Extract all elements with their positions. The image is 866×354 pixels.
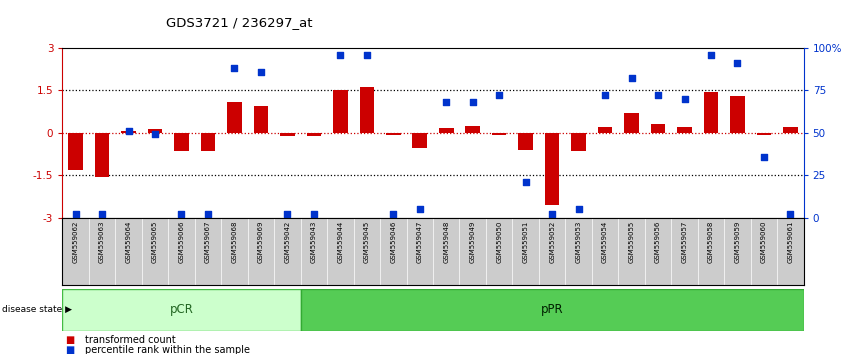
- Point: [360, 52, 374, 57]
- Point: [757, 154, 771, 159]
- Text: GSM559043: GSM559043: [311, 221, 317, 263]
- Point: [677, 96, 691, 102]
- Bar: [280, 133, 294, 136]
- Bar: [572, 133, 586, 151]
- Text: GSM559055: GSM559055: [629, 221, 635, 263]
- Point: [704, 52, 718, 57]
- Text: GSM559051: GSM559051: [523, 221, 528, 263]
- Bar: [254, 106, 268, 133]
- Text: GSM559063: GSM559063: [99, 221, 105, 263]
- Bar: [492, 133, 507, 135]
- Point: [307, 211, 320, 217]
- Bar: [68, 133, 83, 170]
- Point: [121, 128, 135, 134]
- Bar: [677, 127, 692, 133]
- Point: [492, 92, 506, 98]
- Text: GSM559064: GSM559064: [126, 221, 132, 263]
- Text: GSM559042: GSM559042: [284, 221, 290, 263]
- Text: GSM559066: GSM559066: [178, 221, 184, 263]
- Text: GSM559057: GSM559057: [682, 221, 688, 263]
- Point: [68, 211, 82, 217]
- Text: GSM559062: GSM559062: [73, 221, 79, 263]
- Bar: [439, 128, 454, 133]
- Text: GSM559067: GSM559067: [205, 221, 211, 263]
- Text: GSM559056: GSM559056: [655, 221, 661, 263]
- Text: GSM559044: GSM559044: [338, 221, 343, 263]
- Point: [148, 132, 162, 137]
- Text: GDS3721 / 236297_at: GDS3721 / 236297_at: [166, 16, 313, 29]
- Text: GSM559065: GSM559065: [152, 221, 158, 263]
- Point: [228, 65, 242, 71]
- Bar: [201, 133, 216, 151]
- Bar: [386, 133, 401, 135]
- Text: transformed count: transformed count: [85, 335, 176, 345]
- Point: [95, 211, 109, 217]
- Text: GSM559050: GSM559050: [496, 221, 502, 263]
- Bar: [650, 124, 665, 133]
- Text: GSM559049: GSM559049: [469, 221, 475, 263]
- Text: GSM559069: GSM559069: [258, 221, 264, 263]
- Point: [651, 92, 665, 98]
- Text: GSM559058: GSM559058: [708, 221, 714, 263]
- Bar: [545, 133, 559, 205]
- Point: [784, 211, 798, 217]
- Point: [519, 179, 533, 185]
- Bar: [121, 131, 136, 133]
- Text: GSM559047: GSM559047: [417, 221, 423, 263]
- Point: [572, 206, 585, 212]
- Bar: [359, 87, 374, 133]
- Point: [731, 60, 745, 66]
- Point: [413, 206, 427, 212]
- Bar: [333, 90, 347, 133]
- Text: GSM559068: GSM559068: [231, 221, 237, 263]
- Text: disease state ▶: disease state ▶: [2, 305, 72, 314]
- Text: GSM559052: GSM559052: [549, 221, 555, 263]
- Bar: [519, 133, 533, 150]
- Text: GSM559045: GSM559045: [364, 221, 370, 263]
- Point: [439, 99, 453, 105]
- Bar: [624, 113, 639, 133]
- Text: ■: ■: [65, 346, 74, 354]
- Point: [598, 92, 612, 98]
- Text: GSM559046: GSM559046: [391, 221, 397, 263]
- Point: [466, 99, 480, 105]
- Bar: [227, 102, 242, 133]
- Point: [281, 211, 294, 217]
- Text: GSM559059: GSM559059: [734, 221, 740, 263]
- Text: GSM559053: GSM559053: [576, 221, 582, 263]
- Text: pPR: pPR: [541, 303, 564, 316]
- Bar: [598, 126, 612, 133]
- Point: [624, 75, 638, 81]
- Bar: [301, 289, 804, 331]
- Point: [386, 211, 400, 217]
- Point: [254, 69, 268, 74]
- Point: [175, 211, 189, 217]
- Point: [546, 211, 559, 217]
- Text: GSM559048: GSM559048: [443, 221, 449, 263]
- Text: GSM559061: GSM559061: [787, 221, 793, 263]
- Bar: [174, 133, 189, 151]
- Bar: [465, 126, 480, 133]
- Bar: [757, 133, 772, 135]
- Bar: [148, 129, 162, 133]
- Bar: [62, 289, 301, 331]
- Bar: [704, 92, 718, 133]
- Text: percentile rank within the sample: percentile rank within the sample: [85, 346, 250, 354]
- Text: pCR: pCR: [170, 303, 193, 316]
- Bar: [307, 133, 321, 136]
- Text: GSM559060: GSM559060: [761, 221, 767, 263]
- Bar: [412, 133, 427, 148]
- Text: ■: ■: [65, 335, 74, 345]
- Point: [333, 52, 347, 57]
- Bar: [730, 96, 745, 133]
- Point: [201, 211, 215, 217]
- Bar: [783, 127, 798, 133]
- Bar: [94, 133, 109, 177]
- Text: GSM559054: GSM559054: [602, 221, 608, 263]
